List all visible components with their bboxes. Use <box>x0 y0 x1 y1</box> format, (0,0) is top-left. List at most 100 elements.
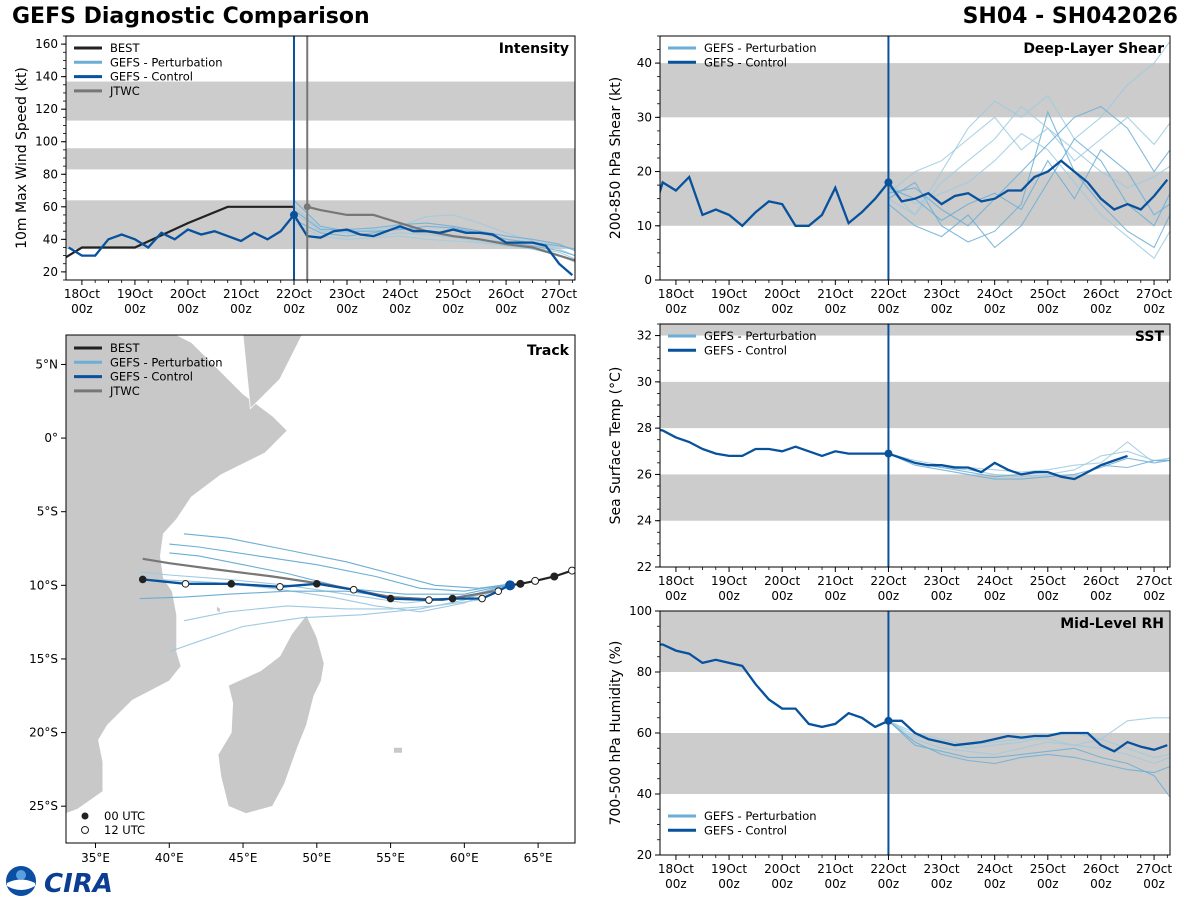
shear-plot-area <box>660 41 1170 260</box>
shear-xtick-label: 00z <box>984 302 1006 316</box>
intensity-xtick-label: 26Oct <box>488 287 524 301</box>
shear-xtick-label: 26Oct <box>1083 287 1119 301</box>
track-best-point <box>568 566 575 575</box>
shear-control-line <box>660 159 1169 228</box>
storm-id: SH04 - SH042026 <box>962 4 1178 29</box>
shear-ytick-label: 40 <box>637 56 652 70</box>
sst-ytick-label: 24 <box>637 514 652 528</box>
intensity-xtick-label: 21Oct <box>223 287 259 301</box>
shear-xtick-label: 24Oct <box>977 287 1013 301</box>
rh-perturbation-line <box>888 720 1170 774</box>
shear-xtick-label: 23Oct <box>924 287 960 301</box>
shear-xtick-label: 00z <box>931 302 953 316</box>
track-legend-label: GEFS - Control <box>110 370 193 384</box>
intensity-ytick-label: 80 <box>43 167 58 181</box>
track-ytick-label: 0° <box>44 431 58 445</box>
panel-rh: 2040608010018Oct00z19Oct00z20Oct00z21Oct… <box>608 604 1172 891</box>
land-horn <box>242 335 303 410</box>
sst-xtick-label: 00z <box>825 589 847 603</box>
track-legend-marker-00 <box>81 812 89 820</box>
sst-xtick-label: 00z <box>1090 589 1112 603</box>
intensity-ytick-label: 140 <box>35 70 58 84</box>
rh-perturbation-line <box>888 720 1170 798</box>
intensity-ytick-label: 40 <box>43 232 58 246</box>
rh-perturbation-line <box>888 717 1170 755</box>
shear-perturbation-line <box>888 105 1170 216</box>
track-best-point <box>531 576 540 585</box>
shear-perturbation-line <box>888 41 1170 216</box>
track-frame <box>65 334 576 844</box>
rh-xtick-label: 00z <box>718 877 740 891</box>
sst-xtick-label: 23Oct <box>924 574 960 588</box>
track-control-point <box>448 594 457 603</box>
track-perturbation-line <box>183 533 512 589</box>
rh-init-point <box>884 716 893 725</box>
intensity-perturbation-line <box>293 222 575 263</box>
sst-xtick-label: 20Oct <box>764 574 800 588</box>
track-control-point <box>494 587 503 596</box>
shear-ytick-label: 10 <box>637 219 652 233</box>
shear-init-point <box>884 178 893 187</box>
rh-xtick-label: 00z <box>1143 877 1165 891</box>
rh-xtick-label: 00z <box>1090 877 1112 891</box>
shear-xtick-label: 00z <box>665 302 687 316</box>
track-best-point <box>579 566 586 573</box>
intensity-xtick-label: 00z <box>389 302 411 316</box>
shear-xtick-label: 25Oct <box>1030 287 1066 301</box>
shear-xtick-label: 18Oct <box>658 287 694 301</box>
shear-xtick-label: 00z <box>1037 302 1059 316</box>
intensity-legend-label: JTWC <box>109 84 140 98</box>
sst-ytick-label: 30 <box>637 375 652 389</box>
sst-ytick-label: 26 <box>637 467 652 481</box>
track-legend-label: BEST <box>110 341 140 355</box>
land-madagascar <box>217 614 325 815</box>
rh-ytick-label: 60 <box>637 726 652 740</box>
rh-xtick-label: 00z <box>1037 877 1059 891</box>
intensity-best-line <box>66 205 294 259</box>
track-legend-label: GEFS - Perturbation <box>110 355 223 369</box>
intensity-ytick-label: 20 <box>43 265 58 279</box>
track-ytick-label: 15°S <box>29 652 58 666</box>
sst-xtick-label: 21Oct <box>817 574 853 588</box>
intensity-control-line <box>68 212 574 276</box>
rh-xtick-label: 18Oct <box>658 862 694 876</box>
intensity-xtick-label: 00z <box>283 302 305 316</box>
rh-xtick-label: 19Oct <box>711 862 747 876</box>
track-ytick-label: 10°S <box>29 578 58 592</box>
intensity-xtick-label: 24Oct <box>382 287 418 301</box>
sst-init-point <box>884 449 893 458</box>
sst-band <box>660 381 1170 429</box>
sst-frame <box>659 323 1171 568</box>
shear-xtick-label: 21Oct <box>817 287 853 301</box>
rh-xtick-label: 00z <box>931 877 953 891</box>
rh-ylabel: 700-500 hPa Humidity (%) <box>608 641 624 826</box>
intensity-band <box>66 81 575 121</box>
intensity-xtick-label: 00z <box>230 302 252 316</box>
intensity-xtick-label: 00z <box>177 302 199 316</box>
intensity-ytick-label: 60 <box>43 200 58 214</box>
shear-perturbation-line <box>888 116 1170 194</box>
intensity-xtick-label: 20Oct <box>170 287 206 301</box>
track-best-point <box>550 572 559 581</box>
shear-xtick-label: 00z <box>718 302 740 316</box>
track-control-point <box>478 594 486 603</box>
rh-xtick-label: 20Oct <box>764 862 800 876</box>
rh-xtick-label: 00z <box>984 877 1006 891</box>
panel-track: 35°E 40°E 45°E 50°E 55°E 60°E 65°E 5°N 0° 5°S 10°S… <box>29 334 586 865</box>
intensity-band <box>66 148 575 170</box>
sst-xtick-label: 26Oct <box>1083 574 1119 588</box>
sst-xtick-label: 00z <box>665 589 687 603</box>
intensity-init-point <box>289 210 298 219</box>
track-legend-label: 12 UTC <box>104 823 145 837</box>
rh-xtick-label: 25Oct <box>1030 862 1066 876</box>
rh-ytick-label: 20 <box>637 848 652 862</box>
shear-perturbation-line <box>888 132 1170 260</box>
rh-ytick-label: 80 <box>637 665 652 679</box>
sst-xtick-label: 25Oct <box>1030 574 1066 588</box>
intensity-xtick-label: 00z <box>442 302 464 316</box>
track-control-point <box>276 582 284 591</box>
sst-perturbation-line <box>888 453 1170 480</box>
sst-xtick-label: 00z <box>878 589 900 603</box>
rh-plot-area <box>660 611 1170 798</box>
